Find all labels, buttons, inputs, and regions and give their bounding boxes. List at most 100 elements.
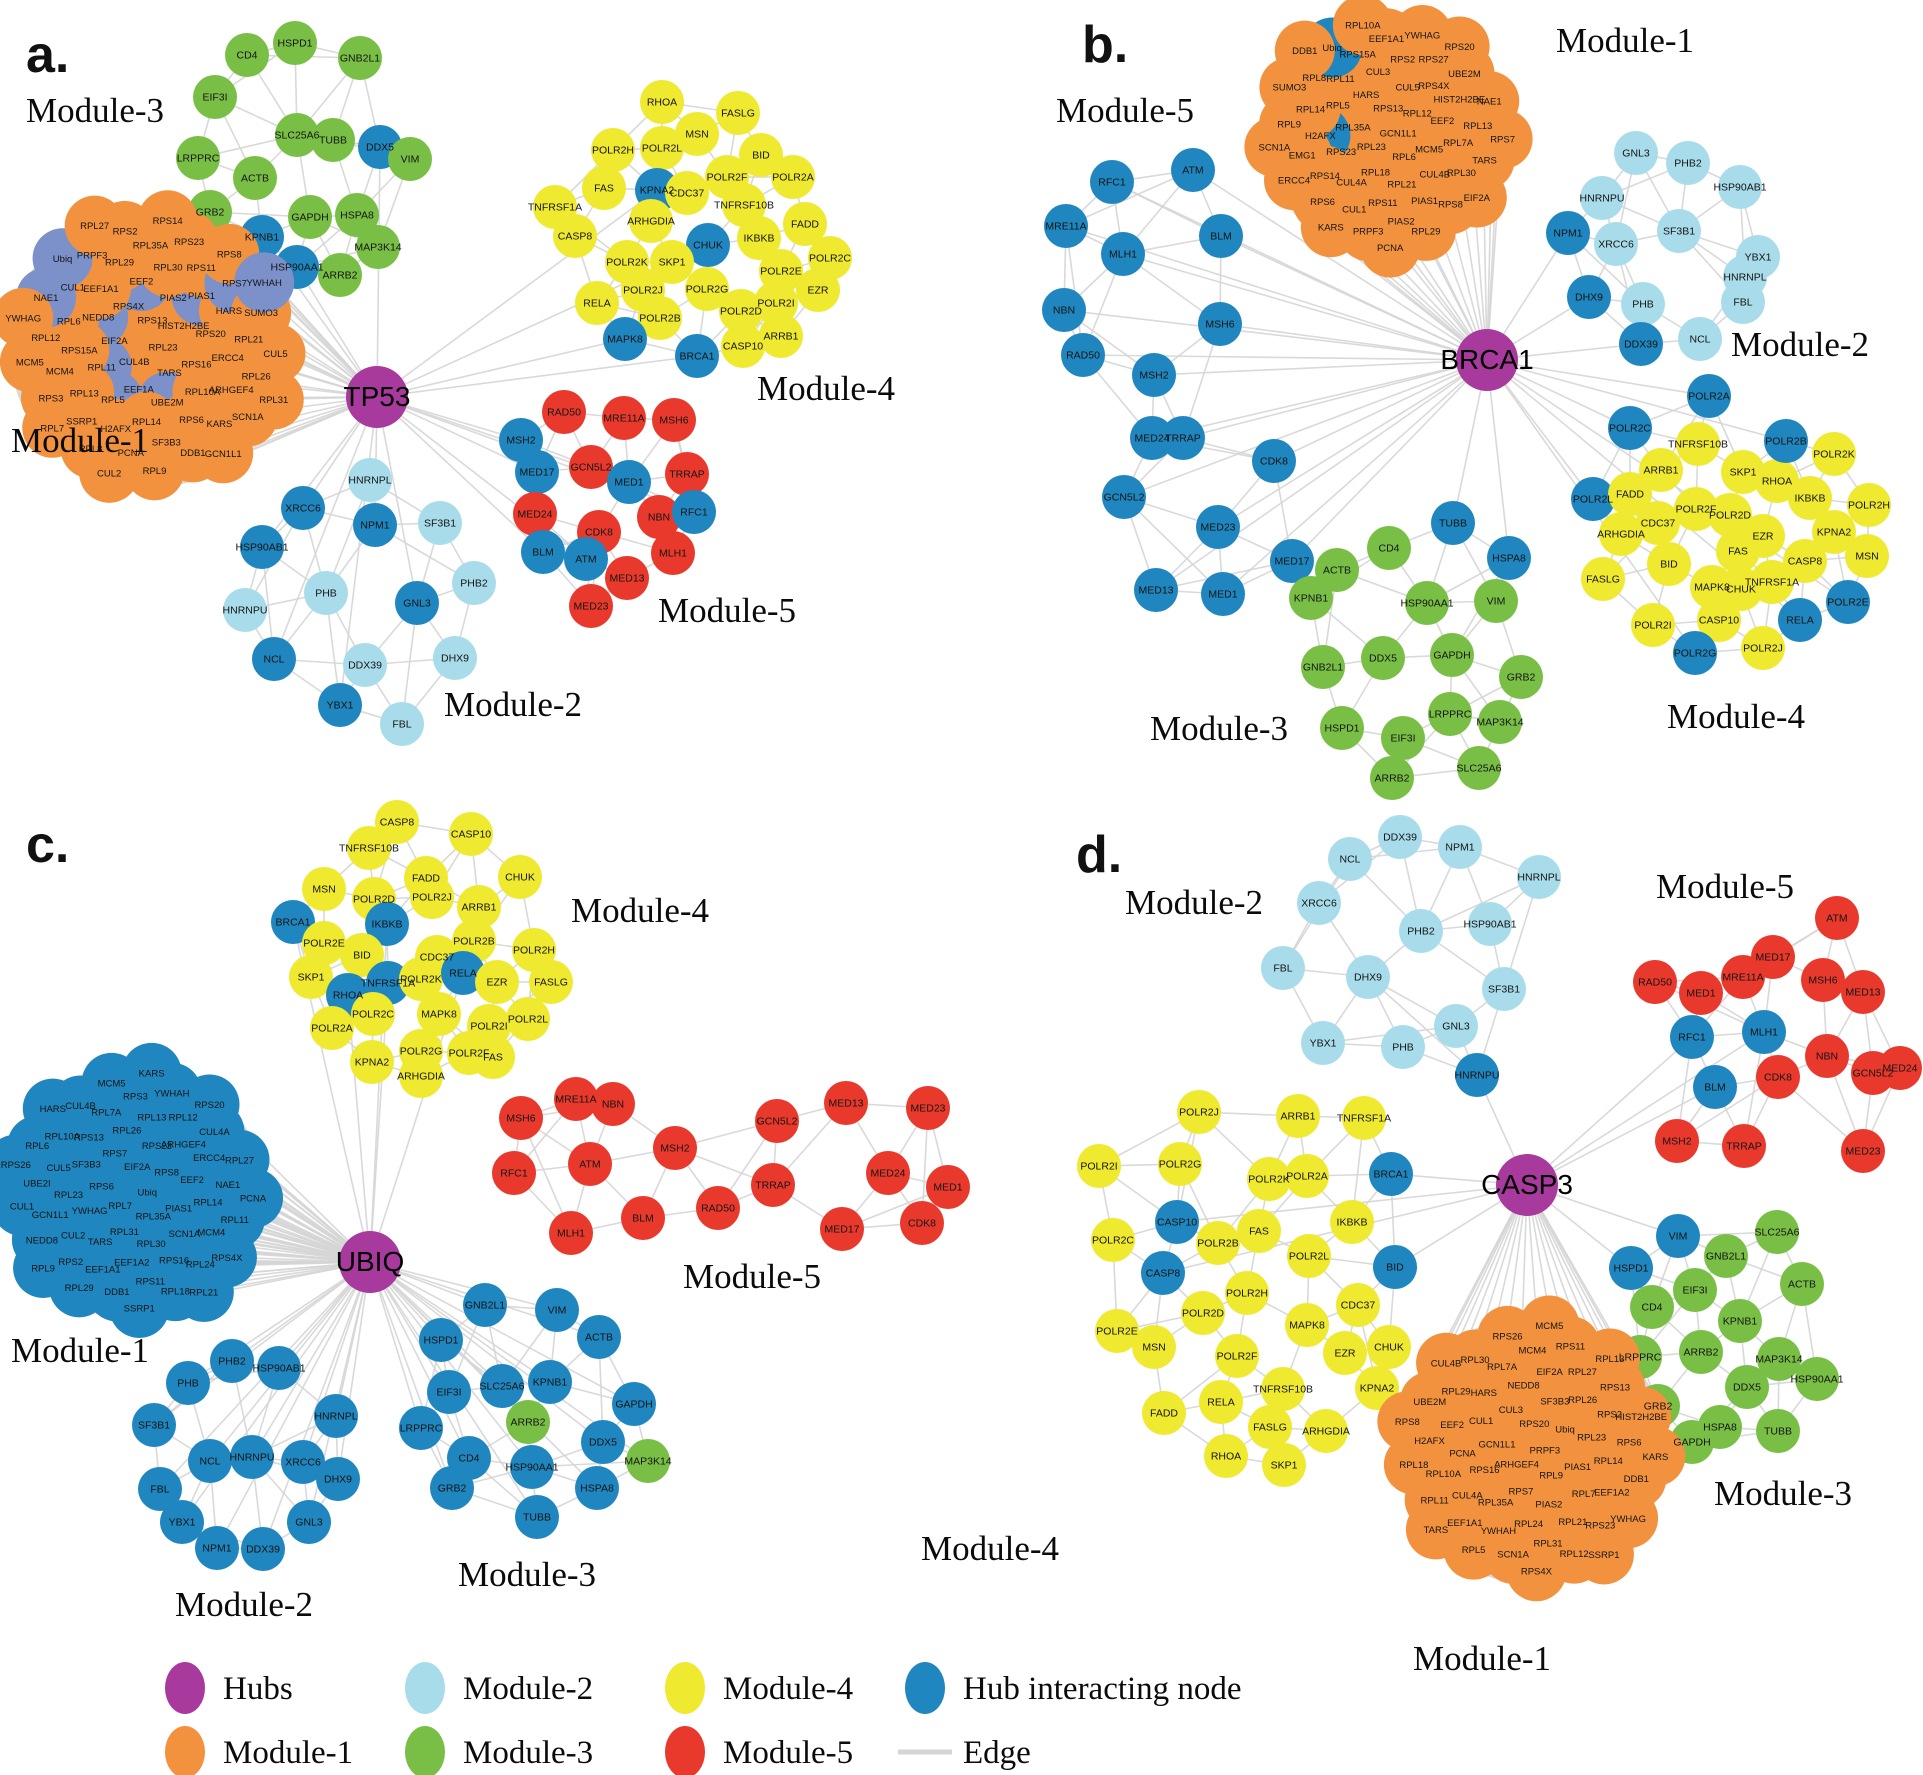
network-node[interactable] [1633, 960, 1677, 1004]
network-node[interactable] [492, 1151, 536, 1195]
network-node[interactable] [417, 992, 461, 1036]
network-node[interactable] [575, 1466, 619, 1510]
hub-node[interactable] [346, 366, 408, 428]
network-node[interactable] [1095, 1309, 1139, 1353]
network-node[interactable] [1778, 598, 1822, 642]
network-node[interactable] [569, 445, 613, 489]
network-node[interactable] [513, 492, 557, 536]
network-node[interactable] [1678, 317, 1722, 361]
network-node[interactable] [13, 1237, 74, 1298]
network-node[interactable] [302, 921, 346, 965]
network-node[interactable] [347, 826, 391, 870]
network-node[interactable] [1742, 1010, 1786, 1054]
network-node[interactable] [1721, 280, 1765, 324]
network-node[interactable] [311, 118, 355, 162]
network-node[interactable] [427, 1370, 471, 1414]
network-node[interactable] [138, 1467, 182, 1511]
network-node[interactable] [675, 334, 719, 378]
network-node[interactable] [1812, 510, 1856, 554]
network-node[interactable] [281, 1440, 325, 1484]
network-node[interactable] [1369, 1152, 1413, 1196]
network-node[interactable] [1215, 1334, 1259, 1378]
network-node[interactable] [1285, 1154, 1329, 1198]
network-node[interactable] [1297, 881, 1341, 925]
network-node[interactable] [257, 1346, 301, 1390]
network-node[interactable] [499, 1096, 543, 1140]
network-node[interactable] [1237, 1209, 1281, 1253]
network-node[interactable] [335, 193, 379, 237]
network-node[interactable] [1639, 448, 1683, 492]
network-node[interactable] [1567, 275, 1611, 319]
network-node[interactable] [1134, 568, 1178, 612]
network-node[interactable] [281, 486, 325, 530]
network-node[interactable] [1478, 700, 1522, 744]
network-node[interactable] [528, 1360, 572, 1404]
network-node[interactable] [343, 643, 387, 687]
network-node[interactable] [602, 396, 646, 440]
network-node[interactable] [1581, 557, 1625, 601]
network-node[interactable] [310, 1006, 354, 1050]
network-node[interactable] [824, 1081, 868, 1125]
network-node[interactable] [582, 166, 626, 210]
network-node[interactable] [1657, 209, 1701, 253]
network-node[interactable] [388, 137, 432, 181]
network-node[interactable] [1428, 692, 1472, 736]
network-node[interactable] [410, 875, 454, 919]
network-node[interactable] [1506, 1541, 1567, 1602]
network-node[interactable] [1201, 572, 1245, 616]
network-node[interactable] [1270, 539, 1314, 583]
network-node[interactable] [1301, 645, 1345, 689]
network-node[interactable] [1342, 1096, 1386, 1140]
network-node[interactable] [338, 36, 382, 80]
network-node[interactable] [79, 442, 140, 503]
network-node[interactable] [1676, 422, 1720, 466]
network-node[interactable] [1517, 855, 1561, 899]
network-node[interactable] [1656, 1214, 1700, 1258]
network-node[interactable] [771, 155, 815, 199]
network-node[interactable] [1130, 416, 1174, 460]
network-node[interactable] [1608, 406, 1652, 450]
network-node[interactable] [245, 323, 306, 384]
network-node[interactable] [1361, 636, 1405, 680]
network-node[interactable] [1757, 1337, 1801, 1381]
network-node[interactable] [1845, 534, 1889, 578]
network-node[interactable] [1091, 1218, 1135, 1262]
hub-node[interactable] [1496, 1154, 1558, 1216]
network-node[interactable] [1780, 1262, 1824, 1306]
network-node[interactable] [542, 390, 586, 434]
network-node[interactable] [553, 214, 597, 258]
network-node[interactable] [1276, 1094, 1320, 1138]
network-node[interactable] [1725, 1365, 1769, 1409]
network-node[interactable] [1438, 825, 1482, 869]
network-node[interactable] [1636, 501, 1680, 545]
network-node[interactable] [1315, 548, 1359, 592]
network-node[interactable] [1764, 419, 1808, 463]
network-node[interactable] [1750, 560, 1794, 604]
network-node[interactable] [577, 1315, 621, 1359]
network-node[interactable] [471, 1035, 515, 1079]
network-node[interactable] [665, 452, 709, 496]
network-node[interactable] [1474, 579, 1518, 623]
network-node[interactable] [1801, 958, 1845, 1002]
network-node[interactable] [721, 324, 765, 368]
network-node[interactable] [1647, 542, 1691, 586]
network-node[interactable] [1274, 20, 1335, 81]
network-node[interactable] [1487, 536, 1531, 580]
network-node[interactable] [1332, 0, 1393, 56]
network-node[interactable] [626, 1439, 670, 1483]
network-node[interactable] [1378, 815, 1422, 859]
network-node[interactable] [1619, 322, 1663, 366]
network-node[interactable] [569, 584, 613, 628]
network-node[interactable] [0, 1134, 46, 1195]
network-node[interactable] [210, 1339, 254, 1383]
network-node[interactable] [137, 190, 198, 251]
network-node[interactable] [1795, 1357, 1839, 1401]
network-node[interactable] [1431, 501, 1475, 545]
network-node[interactable] [302, 867, 346, 911]
network-node[interactable] [1673, 1268, 1717, 1312]
network-node[interactable] [225, 33, 269, 77]
network-node[interactable] [452, 561, 496, 605]
network-node[interactable] [1718, 165, 1762, 209]
network-node[interactable] [223, 1168, 284, 1229]
network-node[interactable] [783, 202, 827, 246]
